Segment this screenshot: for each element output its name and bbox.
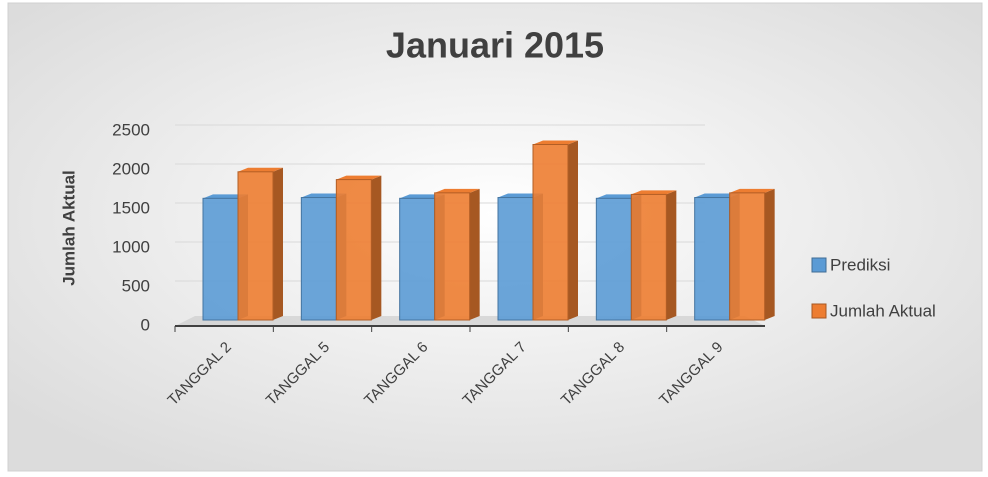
bar-front xyxy=(630,193,667,321)
bar-top xyxy=(399,194,445,199)
bar-front xyxy=(434,192,471,321)
bar xyxy=(434,188,480,321)
bar-top xyxy=(238,167,283,172)
y-tick-label: 2500 xyxy=(112,120,150,139)
y-tick-label: 500 xyxy=(122,276,150,295)
legend-label: Jumlah Aktual xyxy=(830,301,936,320)
bar-front xyxy=(399,197,436,321)
bar-side xyxy=(371,175,382,320)
bar-top xyxy=(301,193,347,198)
bar-side xyxy=(568,140,578,320)
y-axis-title: Jumlah Aktual xyxy=(59,170,78,286)
bar-front xyxy=(532,144,569,321)
bar-top xyxy=(694,193,740,198)
bar-front xyxy=(595,197,632,321)
y-tick-label: 1000 xyxy=(112,237,150,256)
bar-front xyxy=(497,197,534,321)
bar-front xyxy=(202,197,239,321)
bar-top xyxy=(498,193,543,198)
bar-side xyxy=(469,188,480,320)
bar-top xyxy=(336,175,382,180)
bar-side xyxy=(273,167,283,320)
bar-front xyxy=(729,192,766,321)
bar-top xyxy=(203,194,248,199)
bar-top xyxy=(729,188,775,193)
bar xyxy=(237,167,283,321)
chart-title: Januari 2015 xyxy=(386,25,604,66)
bar-front xyxy=(237,171,274,321)
bar-front xyxy=(694,197,731,321)
legend-swatch xyxy=(811,257,827,273)
legend-swatch xyxy=(811,303,827,319)
bar-top xyxy=(533,140,578,145)
y-tick-label: 0 xyxy=(141,315,150,334)
chart-background xyxy=(7,2,983,472)
bar xyxy=(630,190,677,321)
bar-side xyxy=(666,190,677,320)
bar xyxy=(532,140,578,321)
legend-label: Prediksi xyxy=(830,255,890,274)
bar-front xyxy=(335,179,372,321)
bar xyxy=(729,188,775,321)
y-tick-label: 2000 xyxy=(112,159,150,178)
bar-top xyxy=(434,188,480,193)
bar xyxy=(335,175,382,321)
bar-front xyxy=(300,197,337,321)
y-tick-label: 1500 xyxy=(112,198,150,217)
bar-top xyxy=(631,190,677,195)
bar-top xyxy=(596,194,642,199)
bar-side xyxy=(764,188,775,320)
